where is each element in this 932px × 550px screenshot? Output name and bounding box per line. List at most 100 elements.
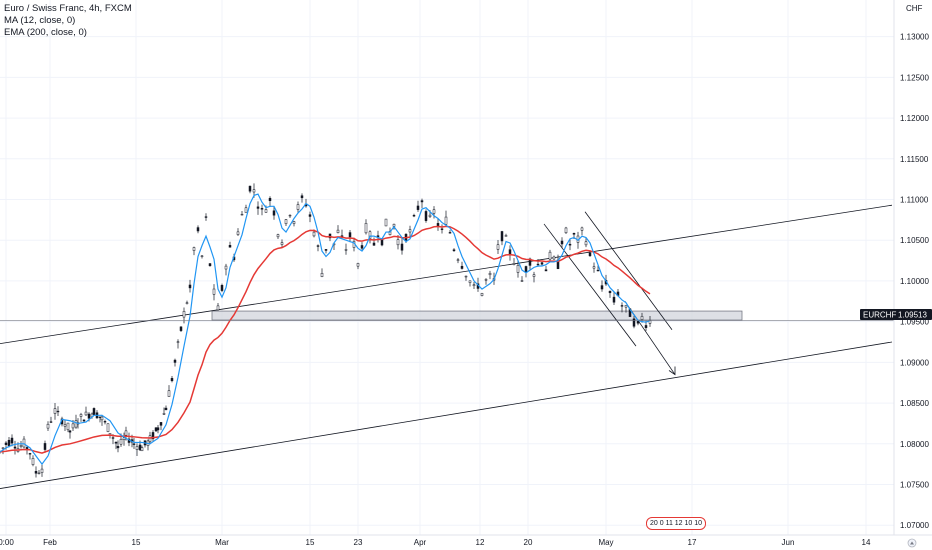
candle-body <box>84 411 88 416</box>
candle <box>440 224 444 234</box>
candle <box>135 443 139 456</box>
candle-body <box>324 249 328 251</box>
legend-symbol[interactable]: Euro / Swiss Franc, 4h, FXCM <box>4 3 132 14</box>
candle <box>300 193 304 203</box>
candle-body <box>372 242 376 246</box>
candle <box>122 432 126 446</box>
support-zone-rect <box>211 310 743 321</box>
candle-body <box>436 223 440 227</box>
candle <box>10 434 14 447</box>
lower-channel-line <box>0 341 893 489</box>
candle-body <box>424 211 428 221</box>
x-tick-label-8: 20 <box>524 538 533 547</box>
candle-body <box>620 305 624 307</box>
candle-body <box>472 284 476 287</box>
candle-body <box>66 422 70 431</box>
candle <box>240 211 244 216</box>
candle-body <box>264 209 268 213</box>
candle <box>268 196 272 207</box>
candle-body <box>348 232 352 238</box>
price-axis[interactable]: CHF 1.13000 1.12500 1.12000 1.11500 1.11000 1… <box>893 0 929 535</box>
candle-body <box>43 443 47 450</box>
candle <box>114 441 118 450</box>
candle-body <box>167 390 171 397</box>
support-zone[interactable] <box>211 310 743 321</box>
candle <box>296 201 300 213</box>
candle-body <box>124 430 128 436</box>
candle <box>584 237 588 248</box>
candle-body <box>106 423 110 432</box>
candle-body <box>10 437 14 444</box>
candle-body <box>7 439 11 447</box>
settings-icon[interactable] <box>907 538 917 548</box>
candle-body <box>103 421 107 423</box>
candle <box>170 376 174 383</box>
legend-ema[interactable]: EMA (200, close, 0) <box>4 27 87 38</box>
candle-body <box>236 231 240 235</box>
x-tick-label-12: 14 <box>862 538 871 547</box>
candle-body <box>396 239 400 246</box>
candle-body <box>260 208 264 210</box>
legend-ma[interactable]: MA (12, close, 0) <box>4 15 76 26</box>
candle-body <box>548 251 552 260</box>
candle-body <box>284 219 288 224</box>
candle <box>1 447 5 455</box>
candle-body <box>540 262 544 265</box>
candle-body <box>82 419 86 422</box>
candle <box>56 406 60 416</box>
candle <box>376 230 380 243</box>
candle-body <box>224 265 228 270</box>
candle <box>568 238 572 251</box>
candle <box>46 421 50 431</box>
candle <box>154 427 158 432</box>
x-tick-label-7: 12 <box>476 538 485 547</box>
candle-body <box>408 229 412 233</box>
candle <box>508 245 512 261</box>
candle-body <box>182 311 186 318</box>
time-axis[interactable]: 0:00 Feb 15 Mar 15 23 Apr 12 20 May 17 Jun 14 <box>0 534 932 547</box>
candle-body <box>572 233 576 235</box>
candle-body <box>196 227 200 232</box>
y-tick-label-2: 1.12000 <box>900 114 929 123</box>
candle-body <box>79 414 83 417</box>
candle-body <box>114 441 118 444</box>
candle <box>316 244 320 252</box>
candle <box>348 230 352 243</box>
x-tick-label-3: Mar <box>215 538 229 547</box>
price-tag-price: 1.09513 <box>898 311 927 320</box>
candle <box>116 440 120 453</box>
candle-body <box>480 293 484 296</box>
candle <box>182 307 186 324</box>
candle-body <box>156 427 160 431</box>
candle <box>132 438 136 450</box>
candle-body <box>520 280 524 282</box>
candle-body <box>244 207 248 213</box>
y-tick-label-4: 1.11000 <box>900 196 929 205</box>
candle-body <box>140 447 144 452</box>
candle <box>156 425 160 434</box>
candle <box>344 243 348 255</box>
candle-body <box>151 432 155 440</box>
candle-body <box>452 249 456 252</box>
candle-body <box>288 214 292 217</box>
candle <box>63 420 67 432</box>
y-tick-label-8: 1.09000 <box>900 358 929 367</box>
candle-body <box>111 437 115 439</box>
candle-body <box>272 210 276 216</box>
candle <box>592 262 596 273</box>
candle <box>484 278 488 285</box>
candle-body <box>580 227 584 231</box>
price-tag-symbol: EURCHF <box>863 311 896 320</box>
candle <box>19 440 23 449</box>
candle-body <box>49 421 53 423</box>
candle-body <box>484 279 488 281</box>
candle <box>68 430 72 439</box>
candle-body <box>116 446 120 449</box>
candle <box>408 225 412 238</box>
candle-body <box>588 252 592 257</box>
candle-body <box>296 204 300 210</box>
candle-body <box>192 247 196 251</box>
events-badge[interactable]: 20 0 11 12 10 10 <box>646 517 707 530</box>
candle <box>92 407 96 416</box>
